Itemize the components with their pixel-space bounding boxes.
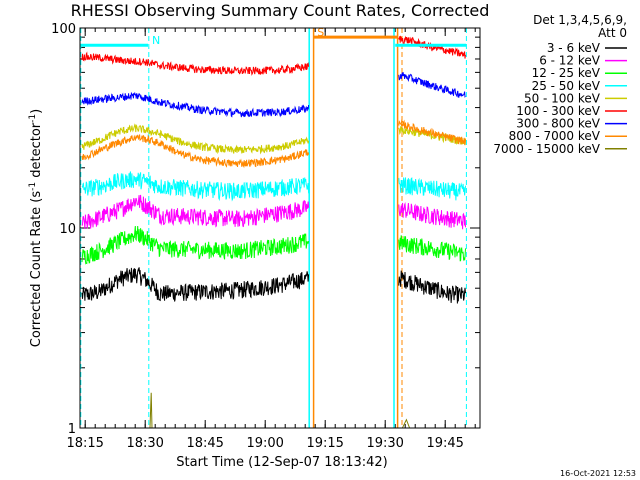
series-line (81, 225, 466, 265)
y-axis-label-main: Corrected Count Rate (s (29, 191, 44, 348)
x-tick-label: 19:00 (246, 436, 283, 451)
legend-label: 300 - 800 keV (516, 117, 600, 131)
series-line (81, 267, 466, 304)
plot-frame (79, 27, 481, 429)
series-line (81, 35, 466, 76)
flag-lines: NS (80, 26, 466, 47)
tick-marks (80, 28, 480, 429)
series-lines (81, 35, 466, 429)
x-tick-label: 18:30 (126, 436, 163, 451)
vertical-markers (80, 28, 467, 428)
y-axis-label-end: ) (29, 109, 44, 114)
flag-label: N (152, 34, 160, 47)
x-axis-label: Start Time (12-Sep-07 18:13:42) (176, 455, 387, 470)
y-tick-labels: 1 10 100 (51, 22, 76, 437)
x-tick-label: 19:15 (306, 436, 343, 451)
series-line (81, 119, 466, 169)
y-axis-label: Corrected Count Rate (s-1 detector-1) (28, 109, 44, 347)
series-line (81, 171, 466, 202)
y-tick-label: 1 (68, 422, 76, 437)
legend-label: 12 - 25 keV (532, 66, 601, 80)
y-tick-label: 10 (59, 222, 76, 237)
chart-title: RHESSI Observing Summary Count Rates, Co… (71, 1, 490, 20)
x-tick-label: 19:30 (366, 436, 403, 451)
x-tick-label: 18:15 (66, 436, 103, 451)
legend-label: 3 - 6 keV (547, 41, 601, 55)
timestamp: 16-Oct-2021 12:53 (560, 469, 636, 478)
legend-label: 50 - 100 keV (524, 91, 601, 105)
series-line (81, 72, 466, 118)
series-line (149, 392, 411, 429)
legend-label: 800 - 7000 keV (509, 129, 601, 143)
legend-label: 7000 - 15000 keV (493, 142, 600, 156)
series-line (81, 194, 466, 230)
flag-label: S (317, 26, 324, 39)
y-axis-label-mid: detector (29, 122, 44, 182)
x-tick-labels: 18:15 18:30 18:45 19:00 19:15 19:30 19:45 (66, 436, 463, 451)
legend-label: 25 - 50 keV (532, 79, 601, 93)
y-axis-label-sup2: -1 (28, 114, 38, 123)
legend-label: 100 - 300 keV (516, 104, 600, 118)
x-tick-label: 18:45 (186, 436, 223, 451)
legend-header-line1: Det 1,3,4,5,6,9, (533, 13, 627, 27)
y-axis-label-sup1: -1 (28, 182, 38, 191)
x-tick-label: 19:45 (426, 436, 463, 451)
legend-label: 6 - 12 keV (539, 54, 601, 68)
y-tick-label: 100 (51, 22, 76, 37)
legend-header-line2: Att 0 (598, 26, 627, 40)
